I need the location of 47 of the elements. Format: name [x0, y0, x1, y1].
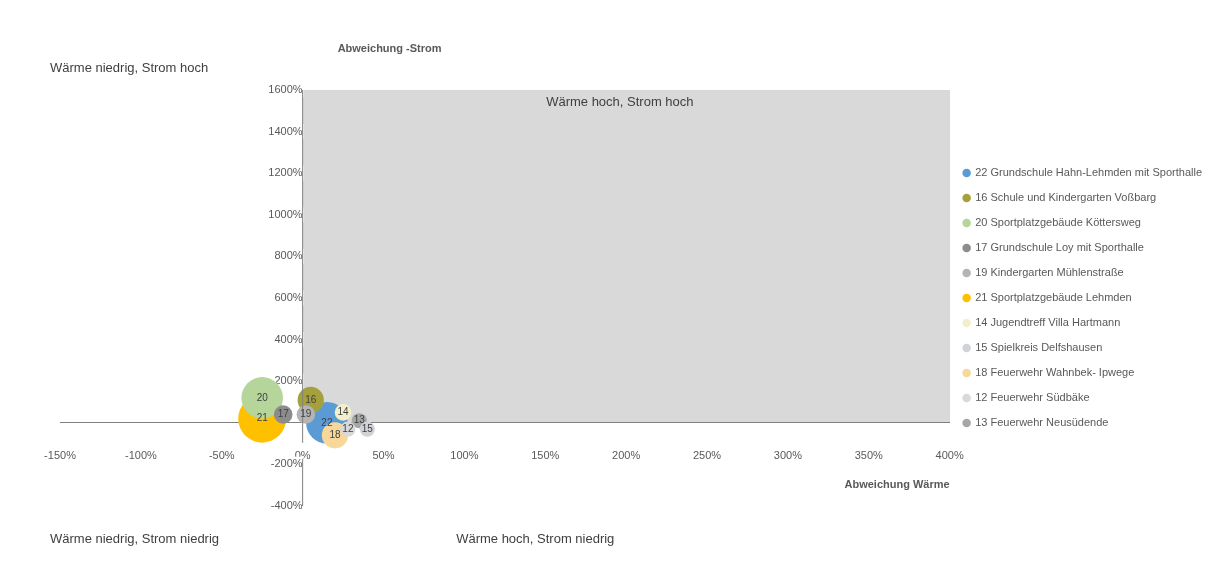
x-tick-label: 350%: [854, 449, 884, 462]
legend-label: 14 Jugendtreff Villa Hartmann: [975, 316, 1121, 329]
y-axis-title: Abweichung -Strom: [337, 42, 442, 54]
annotation: 18: [329, 429, 341, 441]
y-tick-label: 800%: [274, 249, 303, 262]
legend-label: 22 Grundschule Hahn-Lehmden mit Sporthalle: [975, 166, 1203, 179]
legend-label: 20 Sportplatzgebäude Köttersweg: [975, 216, 1141, 229]
legend-label: 16 Schule und Kindergarten Voßbarg: [975, 191, 1157, 204]
x-tick-label: 150%: [531, 449, 560, 462]
legend-label: 19 Kindergarten Mühlenstraße: [975, 266, 1124, 279]
y-tick-label: -400%: [270, 499, 303, 512]
x-tick-label: -50%: [208, 449, 235, 462]
x-tick-label: 300%: [773, 449, 803, 462]
legend-label: 15 Spielkreis Delfshausen: [975, 341, 1103, 354]
annotation: 16: [305, 393, 317, 405]
x-tick-label: 250%: [692, 449, 722, 462]
x-tick-label: 400%: [935, 449, 964, 462]
annotation: 20: [256, 391, 269, 403]
legend-label: 17 Grundschule Loy mit Sporthalle: [975, 241, 1144, 254]
legend-label: 13 Feuerwehr Neusüdende: [975, 416, 1109, 429]
text: Wärme niedrig, Strom niedrig: [50, 531, 220, 546]
annotation: 22: [321, 416, 333, 428]
x-tick-label: 200%: [612, 449, 641, 462]
y-tick-label: 1400%: [268, 124, 303, 137]
x-tick-label: 50%: [372, 449, 395, 462]
annotation: 15: [361, 422, 374, 434]
x-tick-label: 100%: [450, 449, 479, 462]
y-tick-label: 400%: [274, 332, 303, 345]
annotation: 12: [342, 422, 354, 434]
annotation: Wärme hoch, Strom hoch: [546, 94, 694, 109]
annotation: 14: [337, 406, 350, 418]
y-tick-label: 600%: [274, 291, 303, 304]
x-tick-label: -100%: [124, 449, 157, 462]
text: Wärme niedrig, Strom hoch: [50, 60, 209, 75]
annotation: 13: [353, 414, 366, 426]
legend-label: 21 Sportplatzgebäude Lehmden: [975, 291, 1132, 304]
text: Wärme hoch, Strom niedrig: [456, 531, 615, 546]
annotation: 19: [300, 408, 312, 420]
annotation: 17: [277, 408, 290, 420]
x-axis-title: Abweichung Wärme: [844, 477, 950, 490]
x-tick-label: -150%: [44, 449, 77, 462]
y-tick-label: 1000%: [268, 207, 303, 220]
y-tick-label: 1600%: [268, 83, 303, 96]
y-tick-label: 200%: [274, 374, 303, 387]
legend-label: 18 Feuerwehr Wahnbek- Ipwege: [975, 366, 1135, 379]
legend-label: 12 Feuerwehr Südbäke: [975, 391, 1090, 404]
y-tick-label: 1200%: [268, 166, 303, 179]
